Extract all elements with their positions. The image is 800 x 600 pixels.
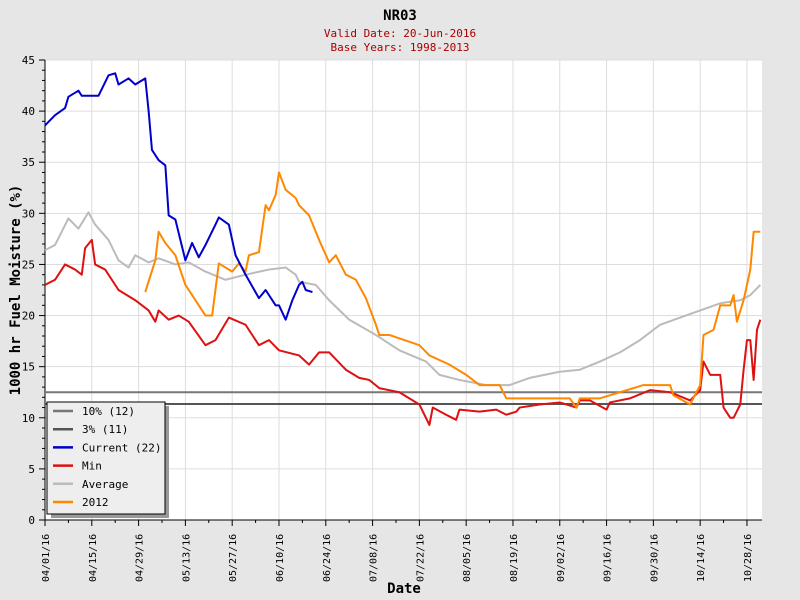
y-tick-label: 15 <box>22 361 35 374</box>
y-tick-label: 20 <box>22 310 35 323</box>
y-tick-label: 35 <box>22 156 35 169</box>
x-tick-label: 10/14/16 <box>696 534 707 582</box>
legend-label: 3% (11) <box>82 423 128 436</box>
x-tick-label: 07/08/16 <box>369 534 380 582</box>
y-axis-label: 1000 hr Fuel Moisture (%) <box>8 185 24 396</box>
y-tick-label: 0 <box>28 514 35 527</box>
y-tick-label: 5 <box>28 463 35 476</box>
legend-label: 10% (12) <box>82 405 135 418</box>
legend-label: Current (22) <box>82 441 161 454</box>
y-tick-label: 45 <box>22 54 35 67</box>
y-tick-label: 30 <box>22 207 35 220</box>
x-tick-label: 04/01/16 <box>41 534 52 582</box>
chart-subtitle-base-years: Base Years: 1998-2013 <box>330 41 469 54</box>
x-tick-label: 08/05/16 <box>462 534 473 582</box>
chart-subtitle-valid-date: Valid Date: 20-Jun-2016 <box>324 27 476 40</box>
x-axis-label: Date <box>387 581 421 597</box>
legend-label: Min <box>82 460 102 473</box>
legend-box <box>46 401 166 515</box>
series-line-current-22 <box>44 72 313 321</box>
x-tick-label: 09/16/16 <box>603 534 614 582</box>
series-line-min <box>44 238 762 426</box>
x-tick-label: 06/24/16 <box>322 534 333 582</box>
x-tick-label: 06/10/16 <box>275 534 286 582</box>
x-tick-label: 05/27/16 <box>228 534 239 582</box>
x-tick-label: 04/29/16 <box>135 534 146 582</box>
y-tick-label: 25 <box>22 258 35 271</box>
x-tick-label: 04/15/16 <box>88 534 99 582</box>
series-line-2012 <box>144 171 761 409</box>
chart-title: NR03 <box>383 8 417 24</box>
y-tick-label: 10 <box>22 412 35 425</box>
x-tick-label: 10/28/16 <box>743 534 754 582</box>
x-tick-label: 08/19/16 <box>509 534 520 582</box>
x-tick-label: 09/30/16 <box>649 534 660 582</box>
legend-label: 2012 <box>82 496 109 509</box>
x-tick-label: 09/02/16 <box>556 534 567 582</box>
legend: 10% (12) 3% (11) Current (22) Min Average 201… <box>46 401 169 518</box>
legend-label: Average <box>82 478 128 491</box>
x-tick-label: 05/13/16 <box>181 534 192 582</box>
x-tick-label: 07/22/16 <box>415 534 426 582</box>
y-tick-label: 40 <box>22 105 35 118</box>
series-line-average <box>44 211 762 387</box>
